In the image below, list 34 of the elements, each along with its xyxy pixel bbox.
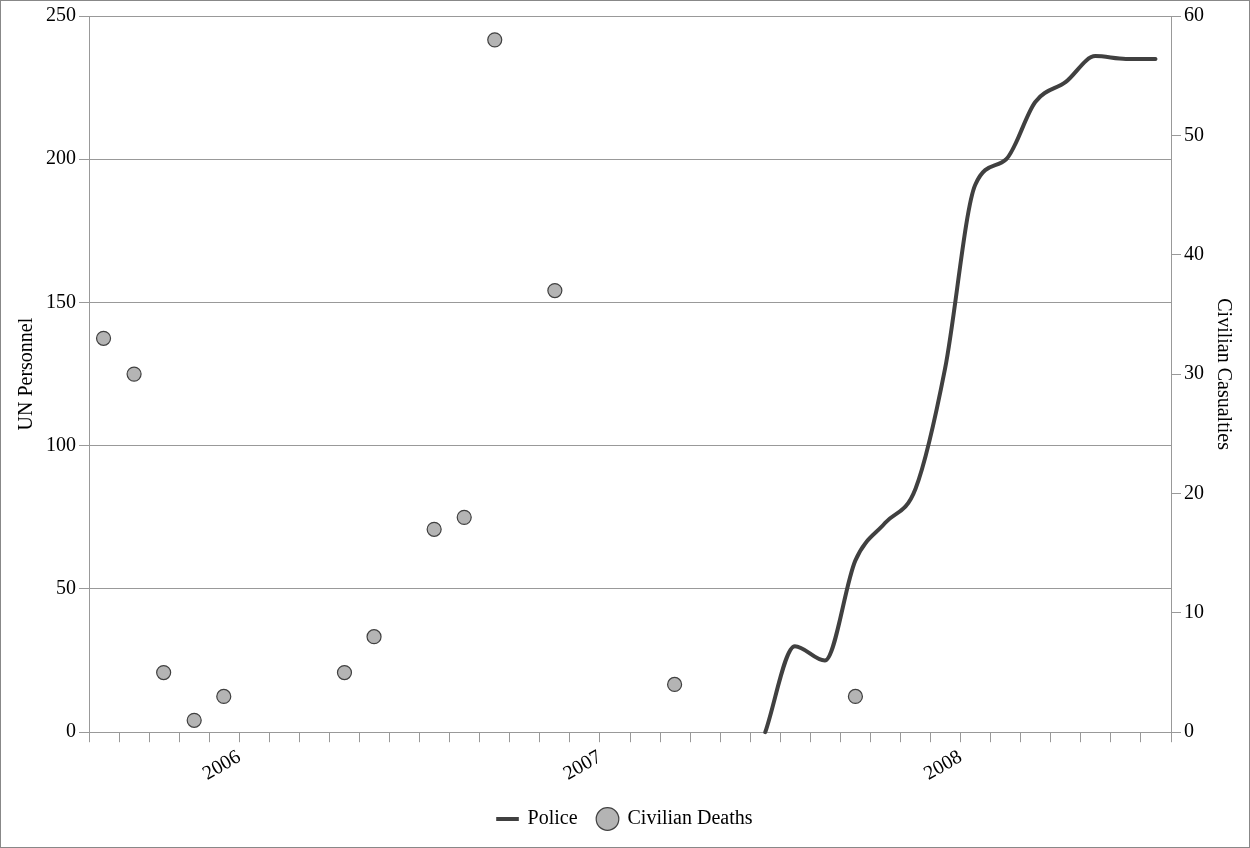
point [156,664,172,681]
legend-label: Police [527,806,578,829]
line-series [763,54,1158,735]
x-tick-label: 2007 [558,744,605,784]
point [547,282,563,299]
y2-tick-label: 60 [1184,3,1204,26]
point [216,688,232,705]
point [847,688,864,705]
y-tick-label: 200 [46,146,76,169]
y-axis-title: UN Personnel [14,317,37,431]
point [667,676,683,693]
point [456,509,472,525]
point [426,521,442,537]
x-tick-label: 2006 [198,744,244,784]
y2-tick-label: 10 [1184,600,1204,623]
y-tick-label: 150 [46,289,76,312]
y-tick-label: 250 [46,3,76,26]
point [487,32,503,48]
y2-tick-label: 30 [1184,361,1204,384]
point [126,366,142,382]
y2-tick-label: 0 [1184,719,1194,742]
point [95,330,112,346]
legend-label: Civilian Deaths [627,806,753,829]
point [336,664,353,681]
y2-axis-title: Civilian Casualties [1213,298,1236,451]
y2-tick-label: 20 [1184,480,1204,503]
y-tick-label: 100 [46,432,76,455]
point [186,712,202,728]
y-tick-label: 0 [66,719,76,742]
y2-tick-label: 40 [1184,241,1204,264]
y2-tick-label: 50 [1184,122,1204,145]
x-tick-label: 2008 [919,744,966,784]
y-tick-label: 50 [56,576,76,599]
point [366,629,382,645]
